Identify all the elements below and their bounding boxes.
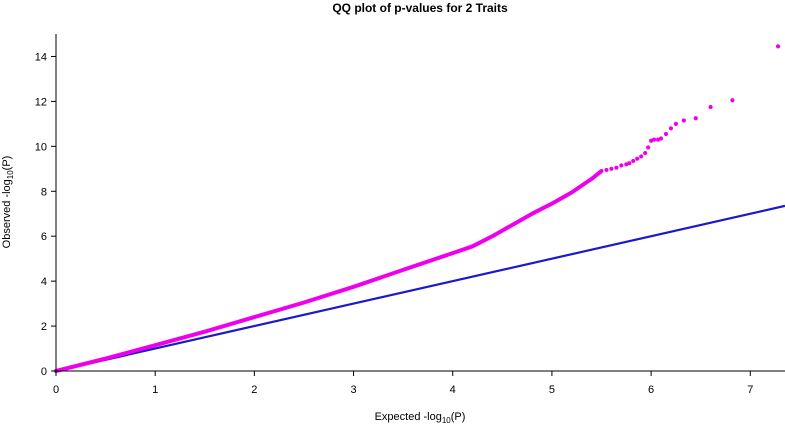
observed-pvalue-dense-points bbox=[54, 169, 604, 373]
observed-pvalue-point bbox=[604, 167, 609, 173]
observed-pvalue-point bbox=[631, 158, 636, 164]
observed-pvalue-point bbox=[614, 165, 619, 170]
y-tick-label: 12 bbox=[35, 96, 47, 108]
x-tick-label: 1 bbox=[152, 384, 158, 396]
y-axis-title-suffix: (P) bbox=[1, 156, 13, 171]
observed-pvalue-point bbox=[730, 98, 735, 103]
chart-title: QQ plot of p-values for 2 Traits bbox=[332, 1, 508, 15]
observed-pvalue-point bbox=[775, 44, 781, 49]
observed-pvalue-point bbox=[639, 154, 644, 159]
x-tick-label: 3 bbox=[350, 384, 356, 396]
x-tick-label: 7 bbox=[747, 384, 753, 396]
observed-pvalue-point bbox=[643, 150, 648, 156]
x-tick-label: 5 bbox=[549, 384, 555, 396]
y-axis-title: Observed -log10(P) bbox=[1, 156, 15, 249]
observed-pvalue-point bbox=[673, 121, 678, 126]
x-axis-title-suffix: (P) bbox=[451, 411, 466, 423]
observed-pvalue-point bbox=[658, 136, 664, 141]
x-tick-label: 2 bbox=[251, 384, 257, 396]
observed-pvalue-point bbox=[635, 156, 640, 161]
x-tick-label: 6 bbox=[648, 384, 654, 396]
observed-pvalue-point bbox=[619, 163, 624, 168]
x-tick-label: 4 bbox=[450, 384, 456, 396]
y-axis-title-prefix: Observed -log bbox=[1, 179, 13, 248]
observed-pvalue-point bbox=[668, 126, 674, 131]
y-tick-label: 6 bbox=[41, 231, 47, 243]
x-axis-ticks: 0 1 2 3 4 5 6 7 bbox=[53, 371, 753, 396]
observed-pvalue-point bbox=[651, 137, 657, 142]
x-axis-title-subscript: 10 bbox=[442, 416, 451, 425]
observed-pvalue-point bbox=[627, 161, 632, 166]
x-axis-title-prefix: Expected -log bbox=[375, 411, 442, 423]
observed-pvalue-point bbox=[681, 118, 686, 123]
observed-pvalue-point bbox=[708, 104, 713, 110]
y-tick-label: 2 bbox=[41, 321, 47, 333]
observed-pvalue-point bbox=[693, 116, 698, 121]
y-tick-label: 4 bbox=[41, 276, 47, 288]
y-tick-label: 10 bbox=[35, 141, 47, 153]
plot-area bbox=[54, 44, 785, 373]
y-axis-ticks: 0 2 4 6 8 10 12 14 bbox=[35, 51, 56, 378]
y-axis-title-subscript: 10 bbox=[6, 170, 15, 179]
x-tick-label: 0 bbox=[53, 384, 59, 396]
observed-pvalue-point bbox=[609, 166, 614, 171]
x-axis-title: Expected -log10(P) bbox=[375, 411, 466, 425]
observed-pvalue-point bbox=[663, 131, 669, 137]
expected-reference-line bbox=[55, 204, 785, 373]
observed-pvalue-point bbox=[646, 145, 651, 150]
y-tick-label: 14 bbox=[35, 51, 47, 63]
y-tick-label: 0 bbox=[41, 366, 47, 378]
y-tick-label: 8 bbox=[41, 186, 47, 198]
